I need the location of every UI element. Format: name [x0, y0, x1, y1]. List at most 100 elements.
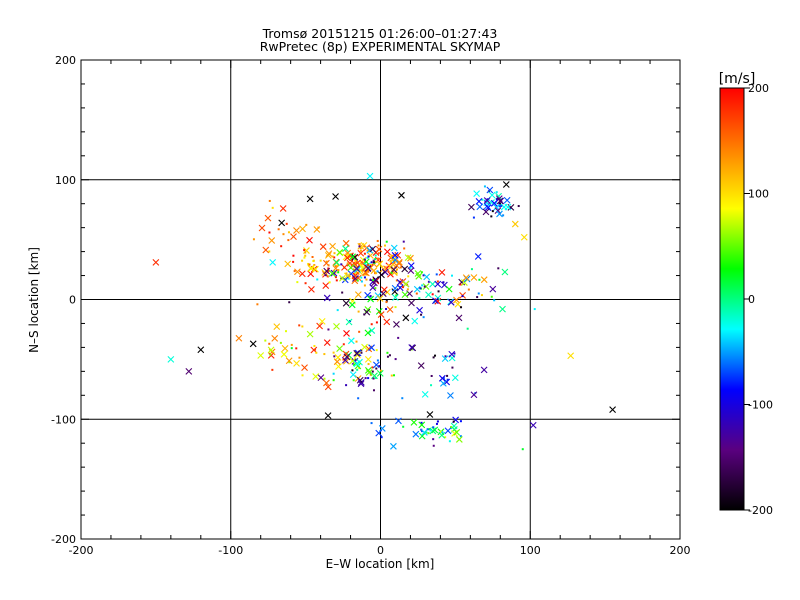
data-point-x: [441, 355, 449, 363]
data-point-dot: [427, 280, 430, 283]
data-point-x: [343, 272, 351, 280]
data-point-dot: [369, 295, 372, 298]
data-point-dot: [398, 280, 401, 283]
data-point-x: [401, 291, 409, 299]
data-point-x: [370, 267, 378, 275]
data-point-x: [567, 352, 575, 360]
data-point-dot: [497, 267, 500, 270]
y-tick-label: 0: [69, 294, 76, 307]
data-point-dot: [397, 336, 400, 339]
data-point-x: [402, 314, 410, 322]
data-point-dot: [369, 279, 372, 282]
data-point-x: [387, 263, 394, 271]
data-point-dot: [252, 238, 255, 241]
data-point-x: [378, 271, 385, 279]
data-point-dot: [441, 431, 444, 434]
data-point-dot: [495, 198, 498, 201]
data-point-x: [453, 296, 460, 304]
data-point-dot: [268, 342, 271, 345]
data-point-x: [389, 256, 397, 263]
data-point-x: [461, 279, 468, 286]
data-point-x: [301, 364, 308, 372]
data-point-x: [306, 195, 314, 203]
data-point-x: [342, 245, 349, 253]
data-point-dot: [301, 325, 304, 328]
data-point-x: [298, 270, 306, 278]
data-point-dot: [372, 377, 375, 380]
data-point-dot: [355, 340, 358, 343]
data-point-x: [501, 268, 509, 276]
data-point-dot: [358, 330, 361, 333]
data-point-dot: [327, 269, 330, 272]
data-point-dot: [357, 310, 360, 313]
data-point-x: [325, 250, 333, 258]
data-point-dot: [434, 354, 437, 357]
data-point-x: [364, 355, 372, 363]
data-point-dot: [359, 247, 362, 250]
data-point-x: [323, 267, 331, 275]
data-point-dot: [256, 303, 259, 306]
chart-subtitle: RwPretec (8p) EXPERIMENTAL SKYMAP: [260, 39, 501, 54]
data-point-dot: [399, 266, 402, 269]
data-point-dot: [421, 284, 424, 287]
data-point-x: [351, 253, 359, 261]
data-point-x: [418, 421, 426, 429]
data-point-x: [489, 285, 497, 293]
data-point-dot: [342, 343, 345, 346]
colorbar-tick-label: 100: [748, 188, 769, 201]
data-point-x: [488, 191, 496, 199]
data-point-dot: [314, 348, 317, 351]
data-point-dot: [367, 255, 370, 258]
colorbar-tick-label: 0: [748, 293, 755, 306]
data-point-dot: [334, 265, 337, 268]
data-point-x: [494, 207, 502, 215]
data-point-dot: [359, 249, 362, 252]
data-point-dot: [269, 353, 272, 356]
data-point-x: [396, 284, 404, 292]
data-point-x: [369, 245, 377, 253]
data-point-dot: [483, 185, 486, 188]
data-point-x: [404, 254, 412, 262]
data-point-dot: [353, 363, 356, 366]
data-point-x: [258, 224, 266, 232]
data-point-dot: [374, 258, 377, 261]
data-point-dot: [386, 355, 389, 358]
data-point-dot: [428, 428, 431, 431]
data-point-x: [377, 311, 385, 318]
data-point-x: [398, 191, 405, 199]
data-point-dot: [363, 313, 366, 316]
data-point-x: [474, 253, 482, 260]
data-point-dot: [333, 256, 336, 259]
data-point-x: [423, 273, 431, 281]
data-point-dot: [430, 374, 433, 377]
data-point-dot: [308, 263, 311, 266]
data-point-dot: [280, 245, 283, 248]
data-point-dot: [431, 293, 434, 296]
data-point-dot: [376, 239, 379, 242]
data-point-x: [475, 197, 483, 205]
data-point-x: [328, 270, 336, 277]
data-point-dot: [367, 363, 370, 366]
data-point-dot: [354, 358, 357, 361]
data-point-dot: [499, 202, 502, 205]
data-point-dot: [370, 422, 373, 425]
data-point-x: [393, 320, 400, 328]
data-point-dot: [452, 420, 455, 423]
data-point-dot: [331, 255, 334, 258]
data-point-x: [422, 283, 430, 290]
data-point-dot: [385, 301, 388, 304]
data-point-dot: [271, 206, 274, 209]
y-tick-label: 200: [55, 54, 76, 67]
data-point-x: [402, 280, 410, 288]
data-point-x: [319, 243, 327, 251]
data-point-x: [353, 349, 361, 357]
data-point-x: [390, 266, 398, 273]
data-point-dot: [402, 286, 405, 289]
data-point-dot: [292, 254, 295, 257]
data-point-dot: [340, 263, 343, 266]
data-point-x: [257, 352, 265, 359]
chart-title: Tromsø 20151215 01:26:00–01:27:43: [262, 26, 498, 41]
data-point-x: [333, 322, 340, 330]
data-point-x: [235, 334, 243, 342]
data-point-dot: [453, 352, 456, 355]
